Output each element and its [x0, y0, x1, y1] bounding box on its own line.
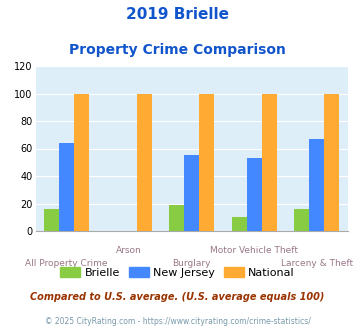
Bar: [59, 143, 74, 231]
Bar: [324, 93, 339, 231]
Bar: [309, 139, 324, 231]
Bar: [232, 217, 247, 231]
Bar: [247, 158, 262, 231]
Text: Property Crime Comparison: Property Crime Comparison: [69, 43, 286, 57]
Text: Larceny & Theft: Larceny & Theft: [280, 259, 353, 268]
Text: Motor Vehicle Theft: Motor Vehicle Theft: [210, 246, 298, 255]
Text: Arson: Arson: [116, 246, 142, 255]
Bar: [262, 93, 277, 231]
Bar: [137, 93, 152, 231]
Bar: [44, 209, 59, 231]
Text: Compared to U.S. average. (U.S. average equals 100): Compared to U.S. average. (U.S. average …: [30, 292, 325, 302]
Text: © 2025 CityRating.com - https://www.cityrating.com/crime-statistics/: © 2025 CityRating.com - https://www.city…: [45, 317, 310, 326]
Legend: Brielle, New Jersey, National: Brielle, New Jersey, National: [56, 263, 299, 282]
Text: 2019 Brielle: 2019 Brielle: [126, 7, 229, 21]
Bar: [184, 155, 199, 231]
Text: All Property Crime: All Property Crime: [26, 259, 108, 268]
Bar: [74, 93, 89, 231]
Bar: [169, 205, 184, 231]
Bar: [294, 209, 309, 231]
Text: Burglary: Burglary: [173, 259, 211, 268]
Bar: [199, 93, 214, 231]
